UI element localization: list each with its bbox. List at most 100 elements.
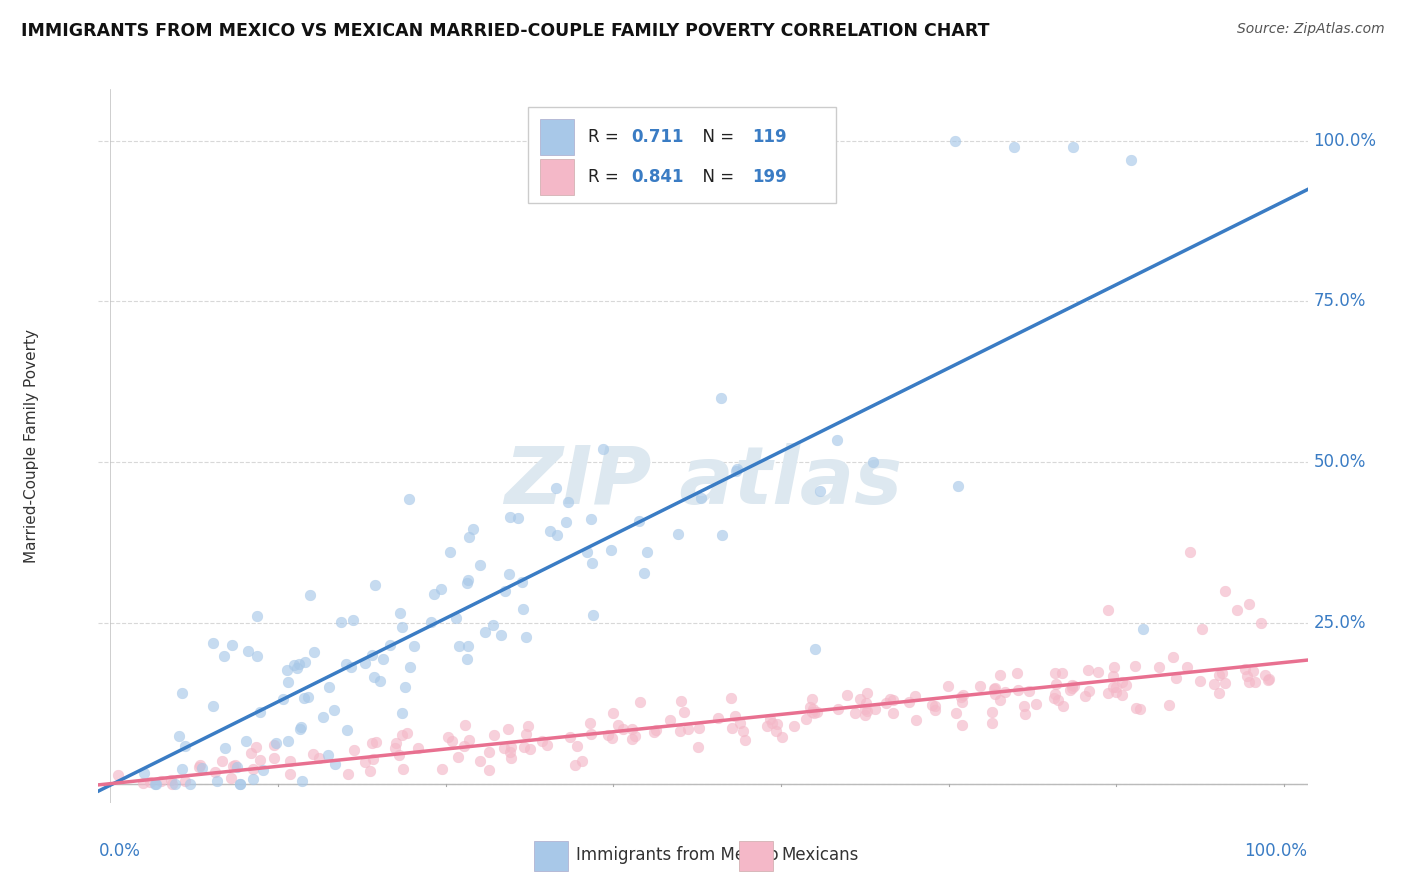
Point <box>165 776 187 790</box>
Point <box>371 652 394 666</box>
Point <box>364 735 387 749</box>
Point <box>575 545 598 559</box>
Point <box>436 731 458 745</box>
Point <box>173 739 195 754</box>
Point <box>582 607 605 622</box>
Point <box>710 528 733 542</box>
Point <box>600 731 623 745</box>
Point <box>882 693 904 707</box>
Point <box>336 723 359 737</box>
Text: ZIP atlas: ZIP atlas <box>503 442 903 521</box>
Point <box>214 649 236 664</box>
Point <box>1147 659 1170 673</box>
Text: 100.0%: 100.0% <box>1244 842 1308 860</box>
Point <box>1101 669 1123 683</box>
Point <box>263 738 285 752</box>
Point <box>1257 672 1279 686</box>
Point <box>950 695 973 709</box>
Point <box>132 776 155 790</box>
Point <box>246 609 269 624</box>
Point <box>453 739 475 753</box>
Point <box>1097 686 1119 700</box>
Point <box>800 692 823 706</box>
Point <box>388 747 411 762</box>
Point <box>1014 707 1036 722</box>
Point <box>579 726 602 740</box>
Point <box>969 679 991 693</box>
Point <box>761 716 783 731</box>
Point <box>1180 545 1202 559</box>
Point <box>1059 683 1081 698</box>
Point <box>214 740 236 755</box>
Point <box>245 648 267 663</box>
Point <box>530 734 553 748</box>
Point <box>862 455 884 469</box>
Text: IMMIGRANTS FROM MEXICO VS MEXICAN MARRIED-COUPLE FAMILY POVERTY CORRELATION CHAR: IMMIGRANTS FROM MEXICO VS MEXICAN MARRIE… <box>21 22 990 40</box>
Point <box>1213 676 1236 690</box>
Point <box>1007 682 1029 697</box>
Point <box>546 528 568 542</box>
Text: 199: 199 <box>752 168 787 186</box>
Point <box>673 705 696 719</box>
Point <box>398 492 420 507</box>
Point <box>1237 597 1260 611</box>
Point <box>945 134 967 148</box>
Point <box>686 740 709 755</box>
Point <box>278 767 301 781</box>
Point <box>536 739 558 753</box>
Point <box>384 740 406 755</box>
Point <box>1115 678 1137 692</box>
Text: 0.711: 0.711 <box>631 128 685 146</box>
Point <box>1042 691 1064 706</box>
Point <box>149 774 172 789</box>
Point <box>494 740 516 755</box>
Point <box>204 764 226 779</box>
Point <box>924 703 946 717</box>
FancyBboxPatch shape <box>740 840 773 871</box>
Point <box>728 716 751 731</box>
Point <box>1077 684 1099 698</box>
Point <box>1063 679 1085 693</box>
Point <box>1208 668 1230 682</box>
Point <box>1105 680 1128 694</box>
Point <box>1060 681 1083 695</box>
Point <box>645 723 668 738</box>
Point <box>221 638 243 652</box>
FancyBboxPatch shape <box>540 159 574 194</box>
Point <box>950 718 973 732</box>
Point <box>945 706 967 721</box>
Point <box>432 762 454 776</box>
Point <box>221 759 243 773</box>
Point <box>441 734 464 748</box>
Point <box>801 705 824 719</box>
Point <box>501 740 523 755</box>
Point <box>725 462 748 476</box>
Point <box>579 715 602 730</box>
Point <box>188 758 211 772</box>
Point <box>506 510 529 524</box>
Point <box>499 745 522 759</box>
Point <box>571 754 593 768</box>
Point <box>420 615 443 630</box>
Point <box>825 434 848 448</box>
Point <box>499 510 522 524</box>
Point <box>515 727 537 741</box>
Point <box>167 729 190 743</box>
Point <box>806 706 828 720</box>
Point <box>1077 663 1099 677</box>
Point <box>988 692 1011 706</box>
Point <box>801 702 824 716</box>
Point <box>264 736 287 750</box>
Point <box>404 640 426 654</box>
Text: N =: N = <box>692 168 740 186</box>
Point <box>581 556 603 570</box>
Point <box>1177 660 1199 674</box>
Point <box>669 723 692 738</box>
Point <box>263 751 285 765</box>
Point <box>276 663 298 677</box>
Point <box>457 639 479 653</box>
Point <box>557 495 579 509</box>
Text: R =: R = <box>588 168 624 186</box>
Point <box>538 524 561 538</box>
Text: N =: N = <box>692 128 740 146</box>
